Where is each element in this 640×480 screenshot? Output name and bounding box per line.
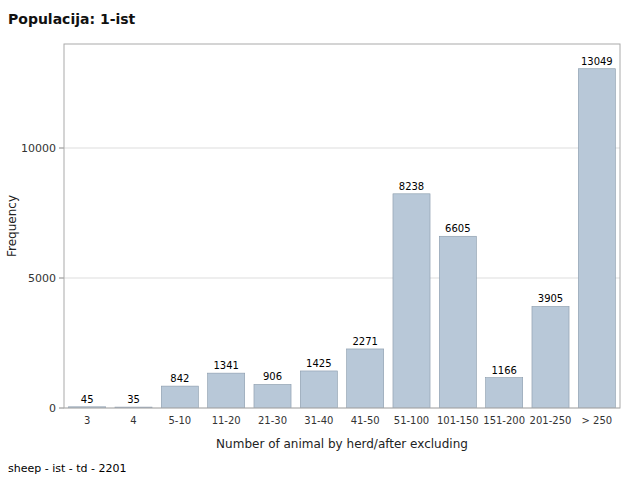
y-tick-label: 0 <box>49 402 56 415</box>
chart-title: Populacija: 1-ist <box>8 11 136 27</box>
x-tick-label: 11-20 <box>212 415 241 426</box>
data-label: 3905 <box>538 293 563 304</box>
data-label: 906 <box>263 371 282 382</box>
y-ticks: 0 5000 10000 <box>21 142 64 415</box>
y-tick <box>59 148 64 149</box>
y-tick-label: 5000 <box>28 272 56 285</box>
x-tick-label: 101-150 <box>437 415 479 426</box>
bar <box>208 373 245 408</box>
data-label: 1166 <box>491 365 516 376</box>
grid-line <box>64 278 620 279</box>
y-tick-label: 10000 <box>21 142 56 155</box>
plot-frame <box>64 44 620 408</box>
data-labels: 45 35 842 1341 906 1425 2271 8238 6605 1166 3905 13… <box>81 56 613 405</box>
chart-container: 0 5000 10000 45 35 842 1341 906 1425 2271 8238 6605… <box>0 0 640 480</box>
data-label: 1341 <box>213 360 238 371</box>
x-tick-label: > 250 <box>582 415 613 426</box>
y-tick <box>59 408 64 409</box>
bar <box>347 349 384 408</box>
x-tick-label: 3 <box>84 415 90 426</box>
x-tick-label: 41-50 <box>351 415 380 426</box>
bar <box>486 378 523 408</box>
x-axis-label: Number of animal by herd/after excluding <box>216 437 468 451</box>
y-grid <box>64 148 620 408</box>
x-tick-label: 51-100 <box>394 415 429 426</box>
y-tick <box>59 278 64 279</box>
data-label: 35 <box>127 394 140 405</box>
data-label: 13049 <box>581 56 613 67</box>
bar <box>578 69 615 408</box>
footnote: sheep - ist - td - 2201 <box>8 462 127 475</box>
bar <box>254 384 291 408</box>
x-tick-label: 31-40 <box>304 415 333 426</box>
bars <box>69 69 616 408</box>
x-ticks: 3 4 5-10 11-20 21-30 31-40 41-50 51-100 101-150 1… <box>84 415 612 426</box>
data-label: 1425 <box>306 358 331 369</box>
data-label: 2271 <box>352 336 377 347</box>
data-label: 8238 <box>399 181 424 192</box>
x-tick-label: 4 <box>130 415 136 426</box>
data-label: 6605 <box>445 223 470 234</box>
y-axis-label: Frequency <box>5 195 19 257</box>
bar <box>161 386 198 408</box>
bar <box>532 306 569 408</box>
bar <box>393 194 430 408</box>
x-tick-label: 21-30 <box>258 415 287 426</box>
x-tick-label: 151-200 <box>483 415 525 426</box>
x-tick-label: 5-10 <box>168 415 191 426</box>
bar <box>300 371 337 408</box>
bar <box>439 236 476 408</box>
data-label: 842 <box>170 373 189 384</box>
x-tick-label: 201-250 <box>530 415 572 426</box>
data-label: 45 <box>81 394 94 405</box>
chart-svg: 0 5000 10000 45 35 842 1341 906 1425 2271 8238 6605… <box>0 0 640 480</box>
grid-line <box>64 148 620 149</box>
